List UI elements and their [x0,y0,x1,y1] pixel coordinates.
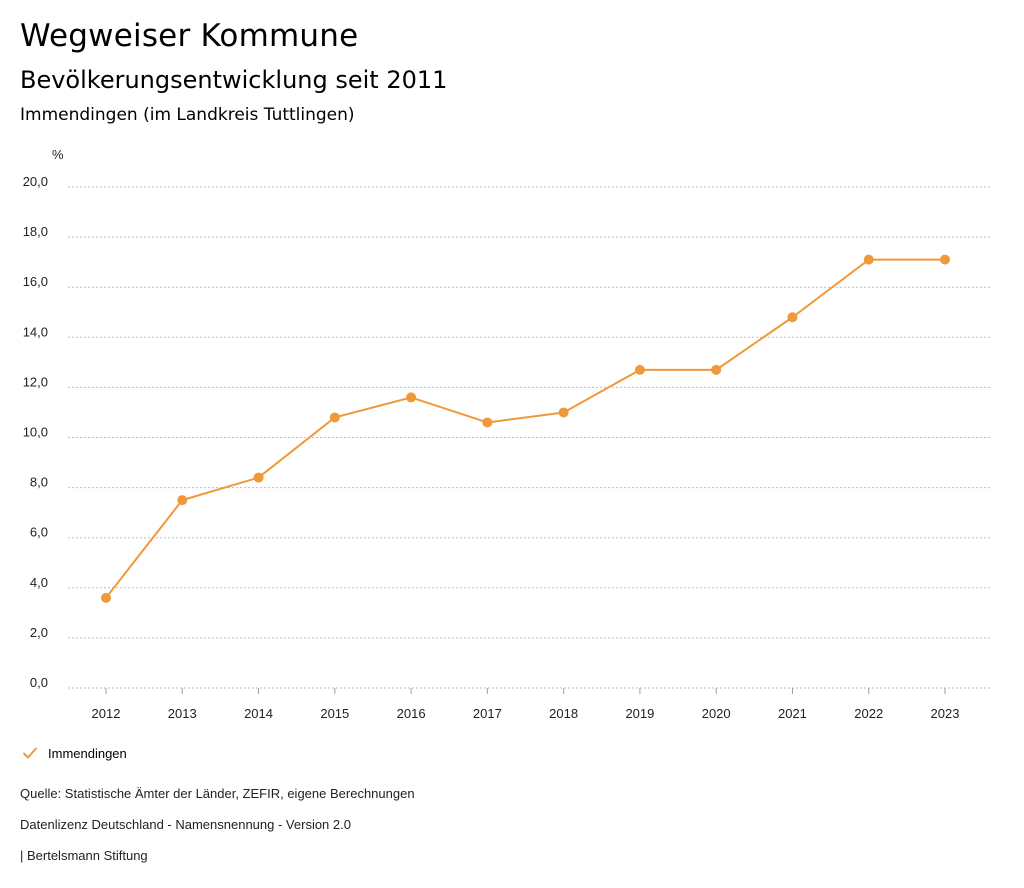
chart-subtitle: Bevölkerungsentwicklung seit 2011 [20,66,448,94]
y-tick-label: 12,0 [23,374,48,389]
x-tick-label: 2012 [92,706,121,721]
data-point-2019[interactable] [634,364,645,375]
check-icon [23,747,37,759]
point-layer [101,254,950,603]
y-tick-label: 2,0 [30,625,48,640]
y-tick-label: 14,0 [23,324,48,339]
y-tick-label: 16,0 [23,274,48,289]
x-tick-label: 2023 [931,706,960,721]
publisher-note: | Bertelsmann Stiftung [20,848,148,863]
line-layer [105,258,945,599]
legend[interactable]: Immendingen [22,745,127,761]
series-line-immendingen [105,258,945,599]
data-point-2021[interactable] [787,312,798,323]
legend-label: Immendingen [48,745,127,761]
axis-layer: 0,0 2,0 4,0 6,0 8,0 10,0 12,0 14,0 16,0 18,0 20,0 2… [23,174,960,721]
region-label: Immendingen (im Landkreis Tuttlingen) [20,105,355,125]
data-point-2022[interactable] [863,254,874,265]
data-point-2013[interactable] [177,495,188,506]
page-title: Wegweiser Kommune [20,18,359,54]
license-note: Datenlizenz Deutschland - Namensnennung … [20,817,351,832]
y-tick-label: 0,0 [30,675,48,690]
grid-layer [68,186,990,689]
y-tick-label: 8,0 [30,475,48,490]
x-tick-label: 2022 [854,706,883,721]
data-point-2016[interactable] [406,392,417,403]
x-tick-label: 2016 [397,706,426,721]
line-chart: 0,0 2,0 4,0 6,0 8,0 10,0 12,0 14,0 16,0 18,0 20,0 2… [23,147,990,721]
data-point-2020[interactable] [711,364,722,375]
y-axis-unit-label: % [52,147,64,162]
x-tick-label: 2021 [778,706,807,721]
y-tick-label: 10,0 [23,425,48,440]
y-tick-label: 4,0 [30,575,48,590]
x-tick-label: 2015 [320,706,349,721]
data-point-2023[interactable] [940,254,950,265]
data-point-2015[interactable] [329,412,340,423]
x-tick-label: 2017 [473,706,502,721]
source-note: Quelle: Statistische Ämter der Länder, Z… [20,786,415,801]
x-tick-label: 2019 [625,706,654,721]
y-tick-label: 18,0 [23,224,48,239]
x-tick-label: 2018 [549,706,578,721]
x-tick-label: 2013 [168,706,197,721]
data-point-2014[interactable] [253,472,264,483]
data-point-2017[interactable] [482,417,493,428]
data-point-2012[interactable] [101,592,111,603]
data-point-2018[interactable] [558,407,569,418]
y-tick-label: 20,0 [23,174,48,189]
x-tick-label: 2020 [702,706,731,721]
x-tick-label: 2014 [244,706,273,721]
y-tick-label: 6,0 [30,525,48,540]
